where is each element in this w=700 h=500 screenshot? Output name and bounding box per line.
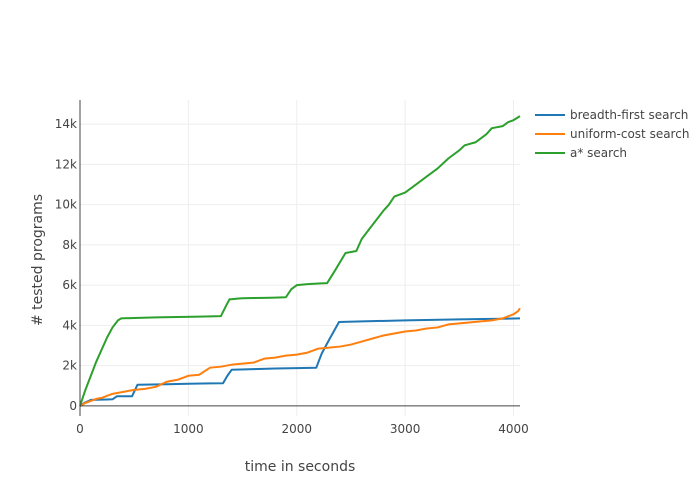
- legend[interactable]: breadth-first search uniform-cost search a…: [535, 108, 689, 160]
- x-tick-label: 0: [76, 422, 84, 436]
- tick-labels: 0 2k 4k 6k 8k 10k 12k 14k 0 1000 2000 3000 4000: [55, 117, 529, 436]
- y-tick-label: 6k: [62, 278, 77, 292]
- series-line-breadth-first-search: [79, 317, 521, 407]
- legend-label: a* search: [570, 146, 627, 160]
- series-lines: [79, 115, 521, 407]
- series-line-a-search: [79, 115, 521, 407]
- x-tick-label: 2000: [281, 422, 312, 436]
- y-tick-label: 0: [69, 399, 77, 413]
- axes: [79, 100, 520, 416]
- x-axis-title: time in seconds: [245, 459, 356, 475]
- legend-label: breadth-first search: [570, 108, 688, 122]
- series-line-uniform-cost-search: [79, 307, 521, 407]
- legend-item[interactable]: uniform-cost search: [535, 127, 689, 141]
- legend-item[interactable]: breadth-first search: [535, 108, 688, 122]
- y-tick-label: 10k: [55, 198, 77, 212]
- y-tick-label: 14k: [55, 117, 77, 131]
- y-tick-label: 2k: [62, 359, 77, 373]
- y-tick-label: 4k: [62, 318, 77, 332]
- x-tick-label: 3000: [390, 422, 421, 436]
- x-tick-label: 1000: [173, 422, 204, 436]
- y-axis-title: # tested programs: [30, 194, 46, 326]
- legend-item[interactable]: a* search: [535, 146, 627, 160]
- y-tick-label: 8k: [62, 238, 77, 252]
- gridlines: [80, 100, 520, 416]
- legend-label: uniform-cost search: [570, 127, 689, 141]
- y-tick-label: 12k: [55, 157, 77, 171]
- x-tick-label: 4000: [498, 422, 529, 436]
